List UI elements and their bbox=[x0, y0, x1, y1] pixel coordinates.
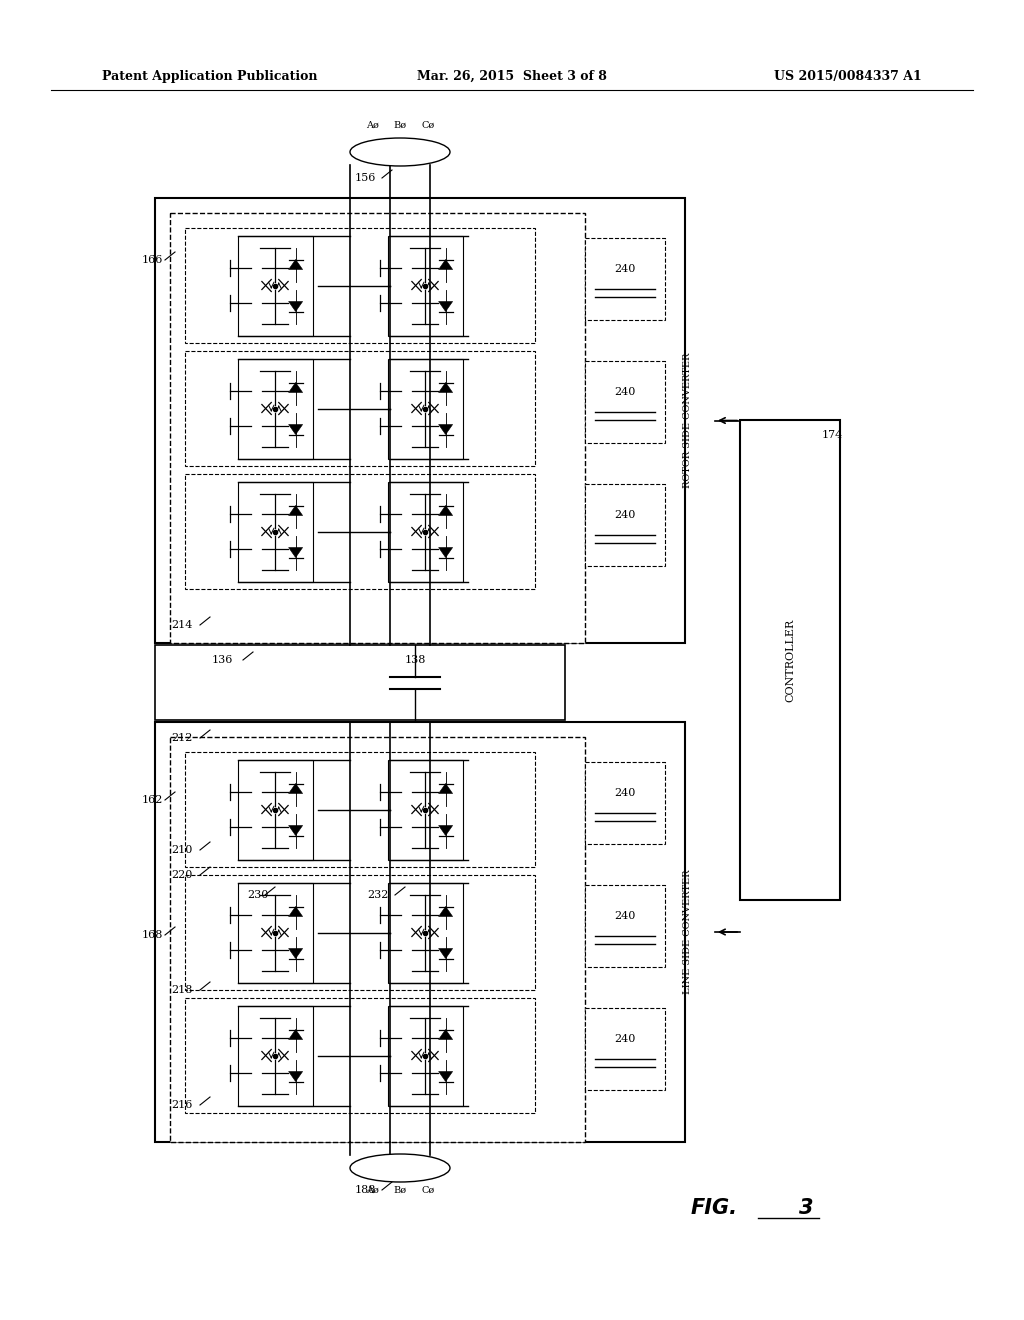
Bar bbox=[585, 484, 665, 566]
Bar bbox=[740, 420, 840, 900]
Polygon shape bbox=[289, 301, 303, 312]
Bar bbox=[238, 1006, 312, 1106]
Polygon shape bbox=[289, 1030, 303, 1040]
Text: US 2015/0084337 A1: US 2015/0084337 A1 bbox=[774, 70, 922, 83]
Polygon shape bbox=[438, 1030, 453, 1040]
Bar bbox=[585, 360, 665, 444]
Bar bbox=[170, 737, 585, 1142]
Bar bbox=[387, 482, 463, 582]
Text: FIG.: FIG. bbox=[690, 1197, 737, 1218]
Bar bbox=[585, 884, 665, 968]
Text: 240: 240 bbox=[614, 264, 636, 275]
Polygon shape bbox=[289, 425, 303, 434]
Text: 136: 136 bbox=[211, 655, 232, 665]
Text: 162: 162 bbox=[141, 795, 163, 805]
Bar bbox=[155, 722, 685, 1142]
Bar bbox=[185, 998, 535, 1113]
Bar bbox=[238, 359, 312, 458]
Polygon shape bbox=[438, 383, 453, 392]
Polygon shape bbox=[438, 548, 453, 557]
Text: 174: 174 bbox=[821, 430, 843, 440]
Text: Cø: Cø bbox=[421, 121, 434, 129]
Text: 210: 210 bbox=[171, 845, 193, 855]
Bar bbox=[387, 759, 463, 859]
Bar bbox=[238, 759, 312, 859]
Text: Bø: Bø bbox=[393, 1185, 407, 1195]
Bar bbox=[238, 482, 312, 582]
Polygon shape bbox=[438, 825, 453, 836]
Bar bbox=[170, 213, 585, 643]
Polygon shape bbox=[438, 260, 453, 269]
Text: 212: 212 bbox=[171, 733, 193, 743]
Bar bbox=[155, 198, 685, 643]
Text: LINE SIDE CONVERTER: LINE SIDE CONVERTER bbox=[683, 870, 691, 994]
Text: 220: 220 bbox=[171, 870, 193, 880]
Text: 218: 218 bbox=[171, 985, 193, 995]
Text: 240: 240 bbox=[614, 387, 636, 397]
Polygon shape bbox=[438, 949, 453, 958]
Ellipse shape bbox=[350, 1154, 450, 1181]
Polygon shape bbox=[289, 907, 303, 916]
Polygon shape bbox=[438, 506, 453, 516]
Text: Mar. 26, 2015  Sheet 3 of 8: Mar. 26, 2015 Sheet 3 of 8 bbox=[417, 70, 607, 83]
Bar bbox=[585, 762, 665, 843]
Text: 240: 240 bbox=[614, 1034, 636, 1044]
Polygon shape bbox=[289, 506, 303, 516]
Polygon shape bbox=[289, 548, 303, 557]
Polygon shape bbox=[289, 383, 303, 392]
Polygon shape bbox=[438, 425, 453, 434]
Bar bbox=[387, 235, 463, 335]
Bar bbox=[585, 238, 665, 319]
Polygon shape bbox=[438, 301, 453, 312]
Bar bbox=[185, 474, 535, 589]
Text: 240: 240 bbox=[614, 911, 636, 921]
Bar bbox=[185, 875, 535, 990]
Text: 168: 168 bbox=[141, 931, 163, 940]
Text: CONTROLLER: CONTROLLER bbox=[785, 618, 795, 702]
Text: 216: 216 bbox=[171, 1100, 193, 1110]
Text: 240: 240 bbox=[614, 510, 636, 520]
Polygon shape bbox=[289, 784, 303, 793]
Polygon shape bbox=[438, 1072, 453, 1081]
Bar bbox=[185, 752, 535, 867]
Bar bbox=[155, 645, 565, 719]
Polygon shape bbox=[289, 825, 303, 836]
Polygon shape bbox=[438, 907, 453, 916]
Text: Bø: Bø bbox=[393, 121, 407, 129]
Polygon shape bbox=[289, 949, 303, 958]
Polygon shape bbox=[289, 260, 303, 269]
Text: 156: 156 bbox=[354, 173, 376, 183]
Text: 232: 232 bbox=[368, 890, 389, 900]
Bar bbox=[585, 1008, 665, 1090]
Bar bbox=[387, 1006, 463, 1106]
Bar bbox=[185, 351, 535, 466]
Text: 188: 188 bbox=[354, 1185, 376, 1195]
Bar bbox=[387, 359, 463, 458]
Text: Patent Application Publication: Patent Application Publication bbox=[102, 70, 317, 83]
Text: 240: 240 bbox=[614, 788, 636, 799]
Text: Cø: Cø bbox=[421, 1185, 434, 1195]
Text: 230: 230 bbox=[248, 890, 268, 900]
Bar bbox=[387, 883, 463, 982]
Text: 214: 214 bbox=[171, 620, 193, 630]
Text: Aø: Aø bbox=[366, 121, 379, 129]
Text: ROTOR SIDE CONVERTER: ROTOR SIDE CONVERTER bbox=[683, 352, 691, 488]
Text: 166: 166 bbox=[141, 255, 163, 265]
Bar bbox=[185, 228, 535, 343]
Text: 3: 3 bbox=[799, 1197, 813, 1218]
Bar bbox=[238, 883, 312, 982]
Polygon shape bbox=[438, 784, 453, 793]
Ellipse shape bbox=[350, 139, 450, 166]
Text: Aø: Aø bbox=[366, 1185, 379, 1195]
Polygon shape bbox=[289, 1072, 303, 1081]
Bar bbox=[238, 235, 312, 335]
Text: 138: 138 bbox=[404, 655, 426, 665]
